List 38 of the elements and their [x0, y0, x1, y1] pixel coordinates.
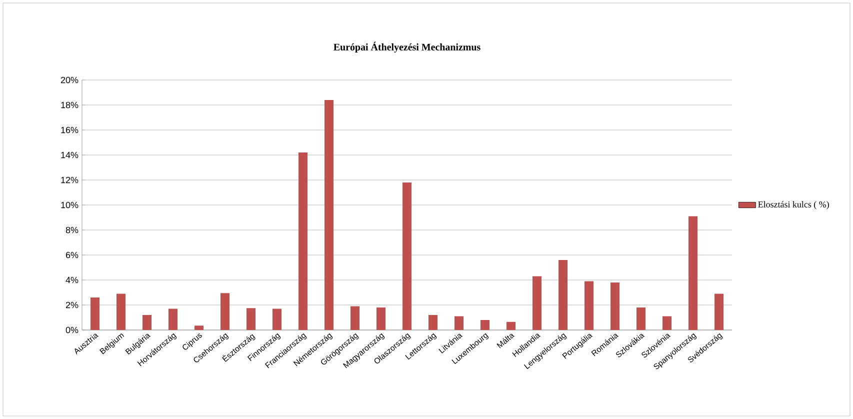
bar: [142, 315, 152, 330]
bar: [194, 326, 204, 330]
bar: [558, 260, 568, 330]
bar: [168, 308, 178, 330]
bar: [324, 100, 334, 330]
bar: [454, 316, 464, 330]
y-tick-label: 2%: [66, 302, 78, 308]
y-tick-label: 14%: [61, 152, 78, 158]
y-tick-label: 10%: [61, 202, 78, 208]
y-tick-label: 4%: [66, 276, 78, 284]
chart-title: Európai Áthelyezési Mechanizmus: [334, 42, 480, 53]
legend-label: Elosztási kulcs ( %): [758, 201, 829, 210]
bar: [662, 316, 672, 330]
bar: [714, 294, 724, 330]
bar: [90, 298, 100, 330]
bar: [480, 320, 490, 330]
bar: [350, 306, 360, 330]
y-tick-label: 8%: [66, 226, 78, 234]
bar: [584, 281, 594, 330]
bar: [532, 276, 542, 330]
bar: [116, 294, 126, 330]
y-tick-label: 6%: [66, 252, 78, 258]
bar: [298, 152, 308, 330]
bar: [428, 315, 438, 330]
bar: [402, 182, 412, 330]
bar: [636, 308, 646, 330]
y-tick-label: 0%: [66, 326, 78, 334]
bar: [610, 282, 620, 330]
y-tick-label: 18%: [61, 102, 78, 108]
bar: [220, 293, 230, 330]
bar: [376, 308, 386, 330]
bar: [688, 216, 698, 330]
bar: [272, 308, 282, 330]
y-tick-label: 12%: [61, 176, 78, 184]
bar: [246, 308, 256, 330]
y-tick-label: 16%: [61, 126, 78, 134]
y-tick-label: 20%: [60, 76, 78, 84]
bar: [506, 322, 516, 330]
